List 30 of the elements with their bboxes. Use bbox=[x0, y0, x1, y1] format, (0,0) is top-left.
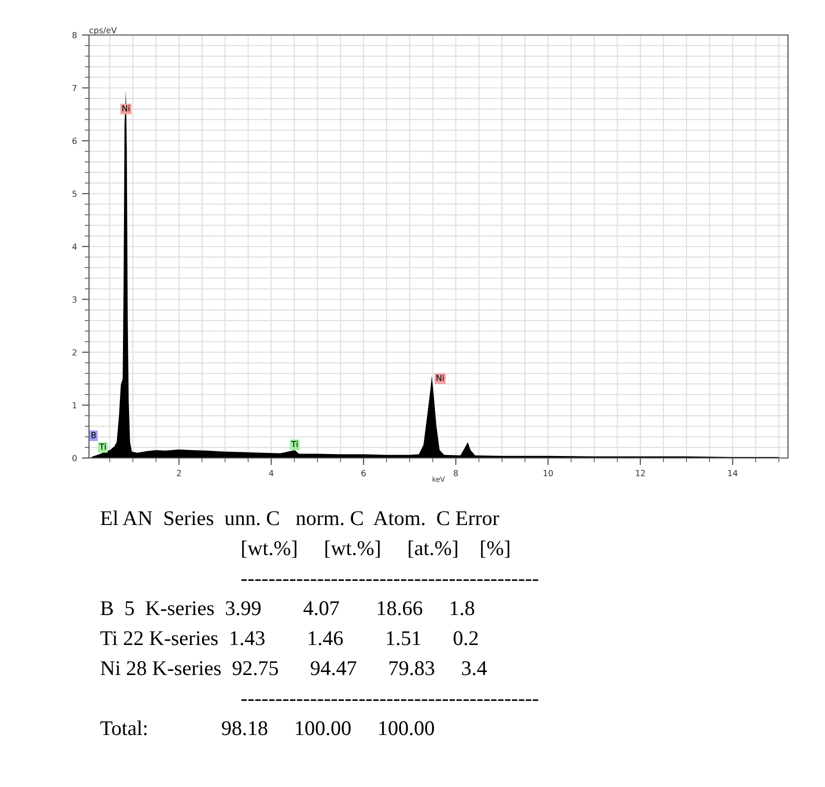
x-tick-label: 10 bbox=[544, 470, 553, 476]
annotation: B bbox=[92, 432, 96, 438]
text: Ti 22 K-series 1.43 1.46 1.51 0.2 bbox=[100, 631, 478, 646]
text: [wt.%] [wt.%] [at.%] [%] bbox=[242, 540, 510, 558]
y-tick-label: 5 bbox=[72, 190, 76, 197]
y-tick-label: 0 bbox=[72, 454, 77, 462]
y-tick-label: 4 bbox=[72, 244, 77, 250]
annotation: Ti bbox=[99, 443, 106, 450]
annotation: Ni bbox=[122, 104, 130, 112]
x-tick-label: 8 bbox=[454, 470, 458, 476]
x-tick-label: 4 bbox=[269, 470, 274, 476]
text: Ni 28 K-series 92.75 94.47 79.83 3.4 bbox=[100, 661, 487, 676]
y-tick-label: 7 bbox=[72, 84, 76, 92]
y-axis-title: cps/eV bbox=[89, 27, 117, 35]
text: Total: 98.18 100.00 100.00 bbox=[100, 720, 434, 736]
y-tick-label: 6 bbox=[72, 138, 77, 144]
annotation: Ni bbox=[436, 374, 444, 381]
text: ------------------------------------------- bbox=[241, 699, 538, 701]
y-tick-label: 1 bbox=[72, 402, 76, 408]
y-tick-label: 3 bbox=[72, 296, 77, 303]
annotation: Ti bbox=[291, 440, 298, 448]
y-tick-label: 2 bbox=[72, 349, 76, 356]
x-tick-label: 12 bbox=[636, 470, 645, 476]
x-tick-label: 6 bbox=[361, 470, 366, 476]
text: B 5 K-series 3.99 4.07 18.66 1.8 bbox=[100, 601, 474, 616]
x-tick-label: 14 bbox=[728, 470, 738, 476]
text: ------------------------------------------- bbox=[241, 579, 538, 581]
y-tick-label: 8 bbox=[72, 32, 77, 38]
x-tick-label: 2 bbox=[176, 470, 181, 476]
text: El AN Series unn. C norm. C Atom. C Error bbox=[100, 510, 500, 526]
